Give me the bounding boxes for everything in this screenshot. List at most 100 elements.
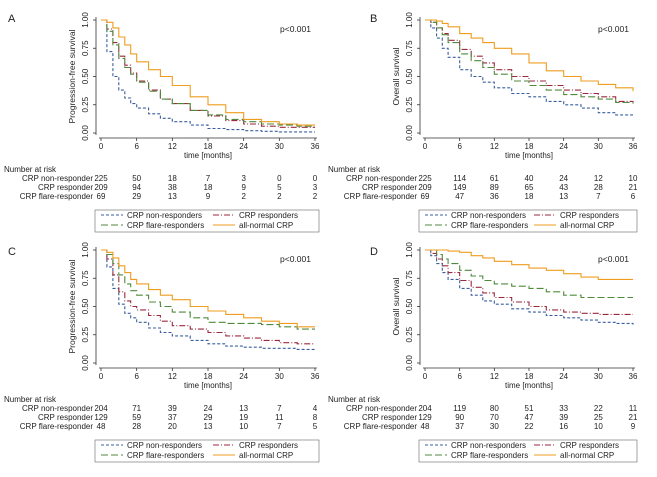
risk-value: 0 [313, 174, 318, 183]
legend-label: CRP responders [560, 441, 619, 450]
x-tick-label: 24 [559, 142, 568, 151]
risk-value: 21 [629, 413, 638, 422]
risk-value: 2 [277, 192, 282, 201]
series-line-responder [425, 19, 634, 103]
p-value: p<0.001 [280, 24, 311, 34]
risk-value: 30 [490, 422, 499, 431]
risk-value: 119 [453, 404, 466, 413]
risk-row-label: CRP non-responder [22, 174, 93, 183]
x-tick-label: 12 [490, 142, 499, 151]
y-tick-label: 0.00 [81, 355, 90, 371]
x-tick-label: 24 [559, 372, 568, 381]
y-tick-label: 0.50 [405, 68, 414, 84]
risk-value: 3 [241, 174, 246, 183]
risk-value: 36 [490, 192, 499, 201]
risk-value: 7 [277, 404, 282, 413]
risk-value: 209 [94, 183, 108, 192]
risk-value: 2 [241, 192, 246, 201]
legend-label: all-normal CRP [560, 221, 614, 230]
risk-value: 22 [525, 422, 534, 431]
risk-value: 38 [168, 183, 177, 192]
series-line-non-responder [425, 19, 633, 116]
legend-box [418, 439, 638, 463]
series-line-responder [101, 249, 315, 345]
series-line-all-normal [101, 249, 315, 328]
y-tick-label: 0.50 [81, 68, 90, 84]
y-tick-label: 0.00 [405, 125, 414, 141]
p-value: p<0.001 [598, 254, 629, 264]
y-tick-label: 0.25 [405, 326, 414, 342]
risk-value: 59 [132, 413, 141, 422]
risk-value: 7 [277, 422, 282, 431]
risk-value: 80 [490, 404, 499, 413]
series-line-flare-responder [101, 249, 315, 330]
risk-value: 204 [418, 404, 432, 413]
x-tick-label: 36 [311, 142, 320, 151]
risk-value: 129 [94, 413, 108, 422]
risk-value: 5 [277, 183, 282, 192]
x-tick-label: 6 [457, 142, 462, 151]
y-tick-label: 0.50 [81, 298, 90, 314]
risk-row-label: CRP responder [362, 183, 417, 192]
legend-label: CRP flare-responders [451, 221, 528, 230]
y-tick-label: 1.00 [405, 12, 414, 28]
x-tick-label: 30 [594, 142, 603, 151]
x-tick-label: 0 [423, 372, 428, 381]
risk-value: 10 [239, 422, 248, 431]
risk-value: 18 [168, 174, 177, 183]
risk-value: 9 [206, 192, 211, 201]
series-line-all-normal [425, 249, 633, 280]
risk-value: 69 [97, 192, 106, 201]
risk-value: 9 [241, 183, 246, 192]
risk-value: 33 [559, 404, 568, 413]
risk-row-label: CRP non-responder [346, 174, 417, 183]
y-tick-label: 1.00 [81, 12, 90, 28]
x-axis-label: time [months] [505, 151, 553, 160]
x-tick-label: 18 [204, 372, 213, 381]
risk-row-label: CRP non-responder [346, 404, 417, 413]
risk-value: 94 [132, 183, 141, 192]
p-value: p<0.001 [280, 254, 311, 264]
legend-label: CRP non-responders [451, 211, 526, 220]
x-tick-label: 0 [423, 142, 428, 151]
x-axis-label: time [months] [184, 151, 232, 160]
risk-value: 7 [206, 174, 211, 183]
risk-value: 13 [239, 404, 248, 413]
y-axis-label: Progression-free survival [67, 259, 77, 353]
risk-value: 225 [418, 174, 432, 183]
risk-value: 209 [418, 183, 432, 192]
x-tick-label: 24 [239, 372, 248, 381]
risk-value: 47 [525, 413, 534, 422]
y-tick-label: 0.75 [81, 40, 90, 56]
x-tick-label: 18 [204, 142, 213, 151]
risk-value: 24 [204, 404, 213, 413]
risk-value: 10 [629, 174, 638, 183]
risk-value: 5 [313, 422, 318, 431]
risk-value: 18 [204, 183, 213, 192]
x-tick-label: 0 [99, 372, 104, 381]
panel-letter: A [8, 13, 16, 25]
risk-value: 0 [277, 174, 282, 183]
risk-value: 29 [132, 192, 141, 201]
series-line-flare-responder [101, 19, 315, 127]
x-tick-label: 36 [629, 142, 638, 151]
legend-label: all-normal CRP [239, 451, 293, 460]
series-line-all-normal [101, 19, 315, 126]
y-tick-label: 0.25 [81, 326, 90, 342]
x-tick-label: 30 [275, 372, 284, 381]
y-tick-label: 0.00 [81, 125, 90, 141]
risk-row-label: CRP flare-responder [20, 192, 94, 201]
panel-c: C 0.00 0.25 0.50 0.75 1.00 Progression-free su… [4, 242, 320, 463]
risk-row-label: CRP responder [38, 413, 93, 422]
x-tick-label: 6 [134, 372, 139, 381]
legend-label: CRP flare-responders [451, 451, 528, 460]
risk-value: 43 [559, 183, 568, 192]
risk-value: 10 [594, 422, 603, 431]
risk-value: 11 [275, 413, 284, 422]
risk-value: 89 [490, 183, 499, 192]
y-axis-label: Progression-free survival [67, 29, 77, 123]
x-axis-label: time [months] [505, 381, 553, 390]
risk-value: 40 [525, 174, 534, 183]
